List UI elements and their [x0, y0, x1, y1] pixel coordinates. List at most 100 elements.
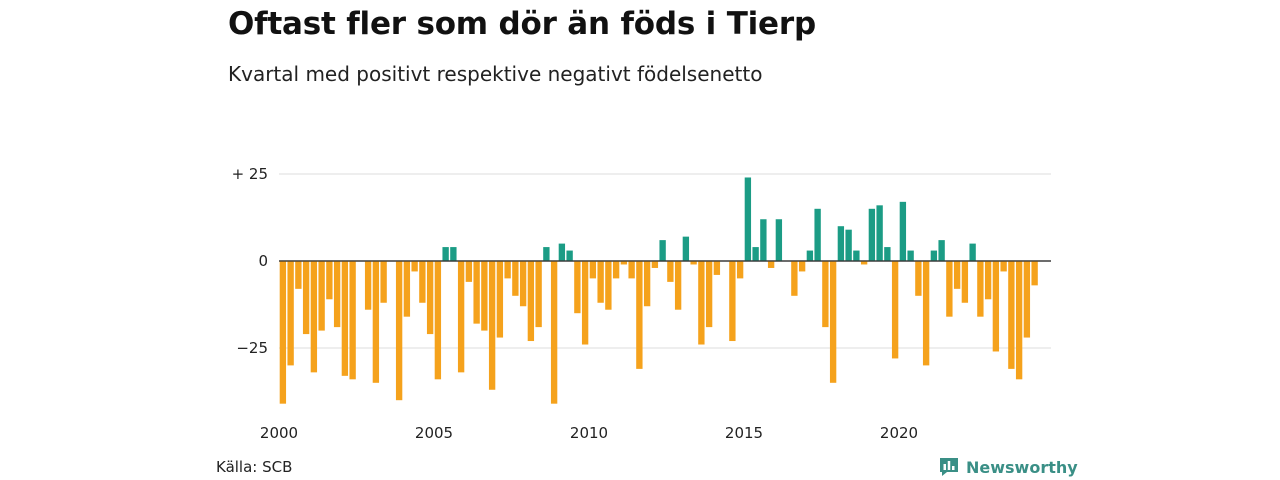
- bar-positive: [853, 250, 860, 261]
- chart-title: Oftast fler som dör än föds i Tierp: [228, 6, 816, 42]
- bar-negative: [395, 261, 403, 401]
- bar-negative: [667, 261, 674, 282]
- bar-positive: [969, 243, 976, 261]
- bar-positive: [682, 236, 690, 261]
- bar-negative: [651, 261, 659, 268]
- y-tick-label: 0: [258, 252, 268, 270]
- y-tick-label: −25: [236, 339, 268, 357]
- bar-negative: [961, 261, 969, 303]
- bar-negative: [287, 261, 294, 366]
- brand-name: Newsworthy: [966, 457, 1078, 477]
- bar-negative: [984, 261, 992, 300]
- bar-negative: [1008, 261, 1015, 369]
- bar-positive: [837, 226, 845, 261]
- bar-negative: [736, 261, 744, 279]
- bar-negative: [977, 261, 984, 317]
- bar-negative: [628, 261, 635, 279]
- bar-positive: [907, 250, 914, 261]
- bar-positive: [899, 201, 907, 261]
- bar-negative: [419, 261, 426, 303]
- bar-negative: [713, 261, 721, 275]
- bar-negative: [612, 261, 620, 279]
- bar-negative: [426, 261, 434, 335]
- source-credit: Källa: SCB: [216, 458, 293, 476]
- bar-negative: [915, 261, 922, 296]
- bar-chart-speech-bubble-icon: [940, 458, 958, 476]
- bar-negative: [349, 261, 356, 380]
- bar-positive: [814, 208, 821, 261]
- bar-negative: [860, 261, 868, 265]
- bar-positive: [558, 243, 566, 261]
- bar-negative: [922, 261, 930, 366]
- bar-negative: [496, 261, 504, 338]
- bar-negative: [519, 261, 527, 307]
- bar-negative: [372, 261, 380, 383]
- bar-positive: [775, 219, 783, 261]
- bar-negative: [574, 261, 581, 314]
- bar-negative: [302, 261, 310, 335]
- bar-negative: [333, 261, 341, 328]
- bar-positive: [845, 229, 852, 261]
- bar-positive: [938, 240, 945, 261]
- bar-positive: [744, 177, 752, 261]
- bar-negative: [953, 261, 961, 289]
- bar-negative: [1000, 261, 1007, 272]
- bar-positive: [806, 250, 814, 261]
- bar-negative: [589, 261, 597, 279]
- bar-positive: [868, 208, 876, 261]
- bar-negative: [550, 261, 558, 404]
- x-tick-label: 2005: [415, 424, 453, 442]
- bar-negative: [822, 261, 829, 328]
- bar-negative: [674, 261, 682, 310]
- bar-positive: [930, 250, 938, 261]
- bar-positive: [442, 247, 449, 261]
- bar-negative: [891, 261, 899, 359]
- bar-negative: [364, 261, 372, 310]
- bar-negative: [643, 261, 651, 307]
- bar-negative: [411, 261, 418, 272]
- bar-negative: [705, 261, 713, 328]
- bar-negative: [729, 261, 736, 342]
- x-tick-label: 2015: [725, 424, 763, 442]
- bar-positive: [760, 219, 767, 261]
- bar-negative: [992, 261, 1000, 352]
- bar-positive: [543, 247, 550, 261]
- bar-negative: [798, 261, 806, 272]
- bar-negative: [310, 261, 318, 373]
- bar-negative: [620, 261, 628, 265]
- bar-positive: [752, 247, 759, 261]
- bar-negative: [488, 261, 496, 390]
- bar-negative: [473, 261, 480, 324]
- bar-negative: [581, 261, 589, 345]
- bar-negative: [279, 261, 287, 404]
- x-tick-label: 2000: [260, 424, 298, 442]
- bar-negative: [465, 261, 473, 282]
- bar-negative: [403, 261, 411, 317]
- bar-negative: [457, 261, 465, 373]
- bar-negative: [434, 261, 442, 380]
- bar-negative: [1031, 261, 1038, 286]
- bar-negative: [698, 261, 705, 345]
- bar-negative: [504, 261, 511, 279]
- bar-negative: [946, 261, 953, 317]
- bar-negative: [535, 261, 542, 328]
- brand-logo: Newsworthy: [938, 456, 1078, 478]
- bar-negative: [481, 261, 488, 331]
- bar-negative: [636, 261, 643, 369]
- bar-negative: [791, 261, 798, 296]
- bar-chart: + 25 0 −25 2000 2005 2010 2015 2020: [232, 165, 1051, 442]
- bar-negative: [527, 261, 535, 342]
- x-tick-label: 2010: [570, 424, 608, 442]
- x-tick-label: 2020: [880, 424, 918, 442]
- bar-positive: [659, 240, 666, 261]
- bar-positive: [876, 205, 883, 261]
- bar-negative: [326, 261, 333, 300]
- bar-negative: [597, 261, 604, 303]
- bar-negative: [1023, 261, 1031, 338]
- y-tick-label: + 25: [232, 165, 268, 183]
- bar-negative: [318, 261, 325, 331]
- bar-negative: [829, 261, 837, 383]
- bar-negative: [767, 261, 775, 268]
- bar-negative: [341, 261, 349, 376]
- chart-subtitle: Kvartal med positivt respektive negativt…: [228, 62, 763, 86]
